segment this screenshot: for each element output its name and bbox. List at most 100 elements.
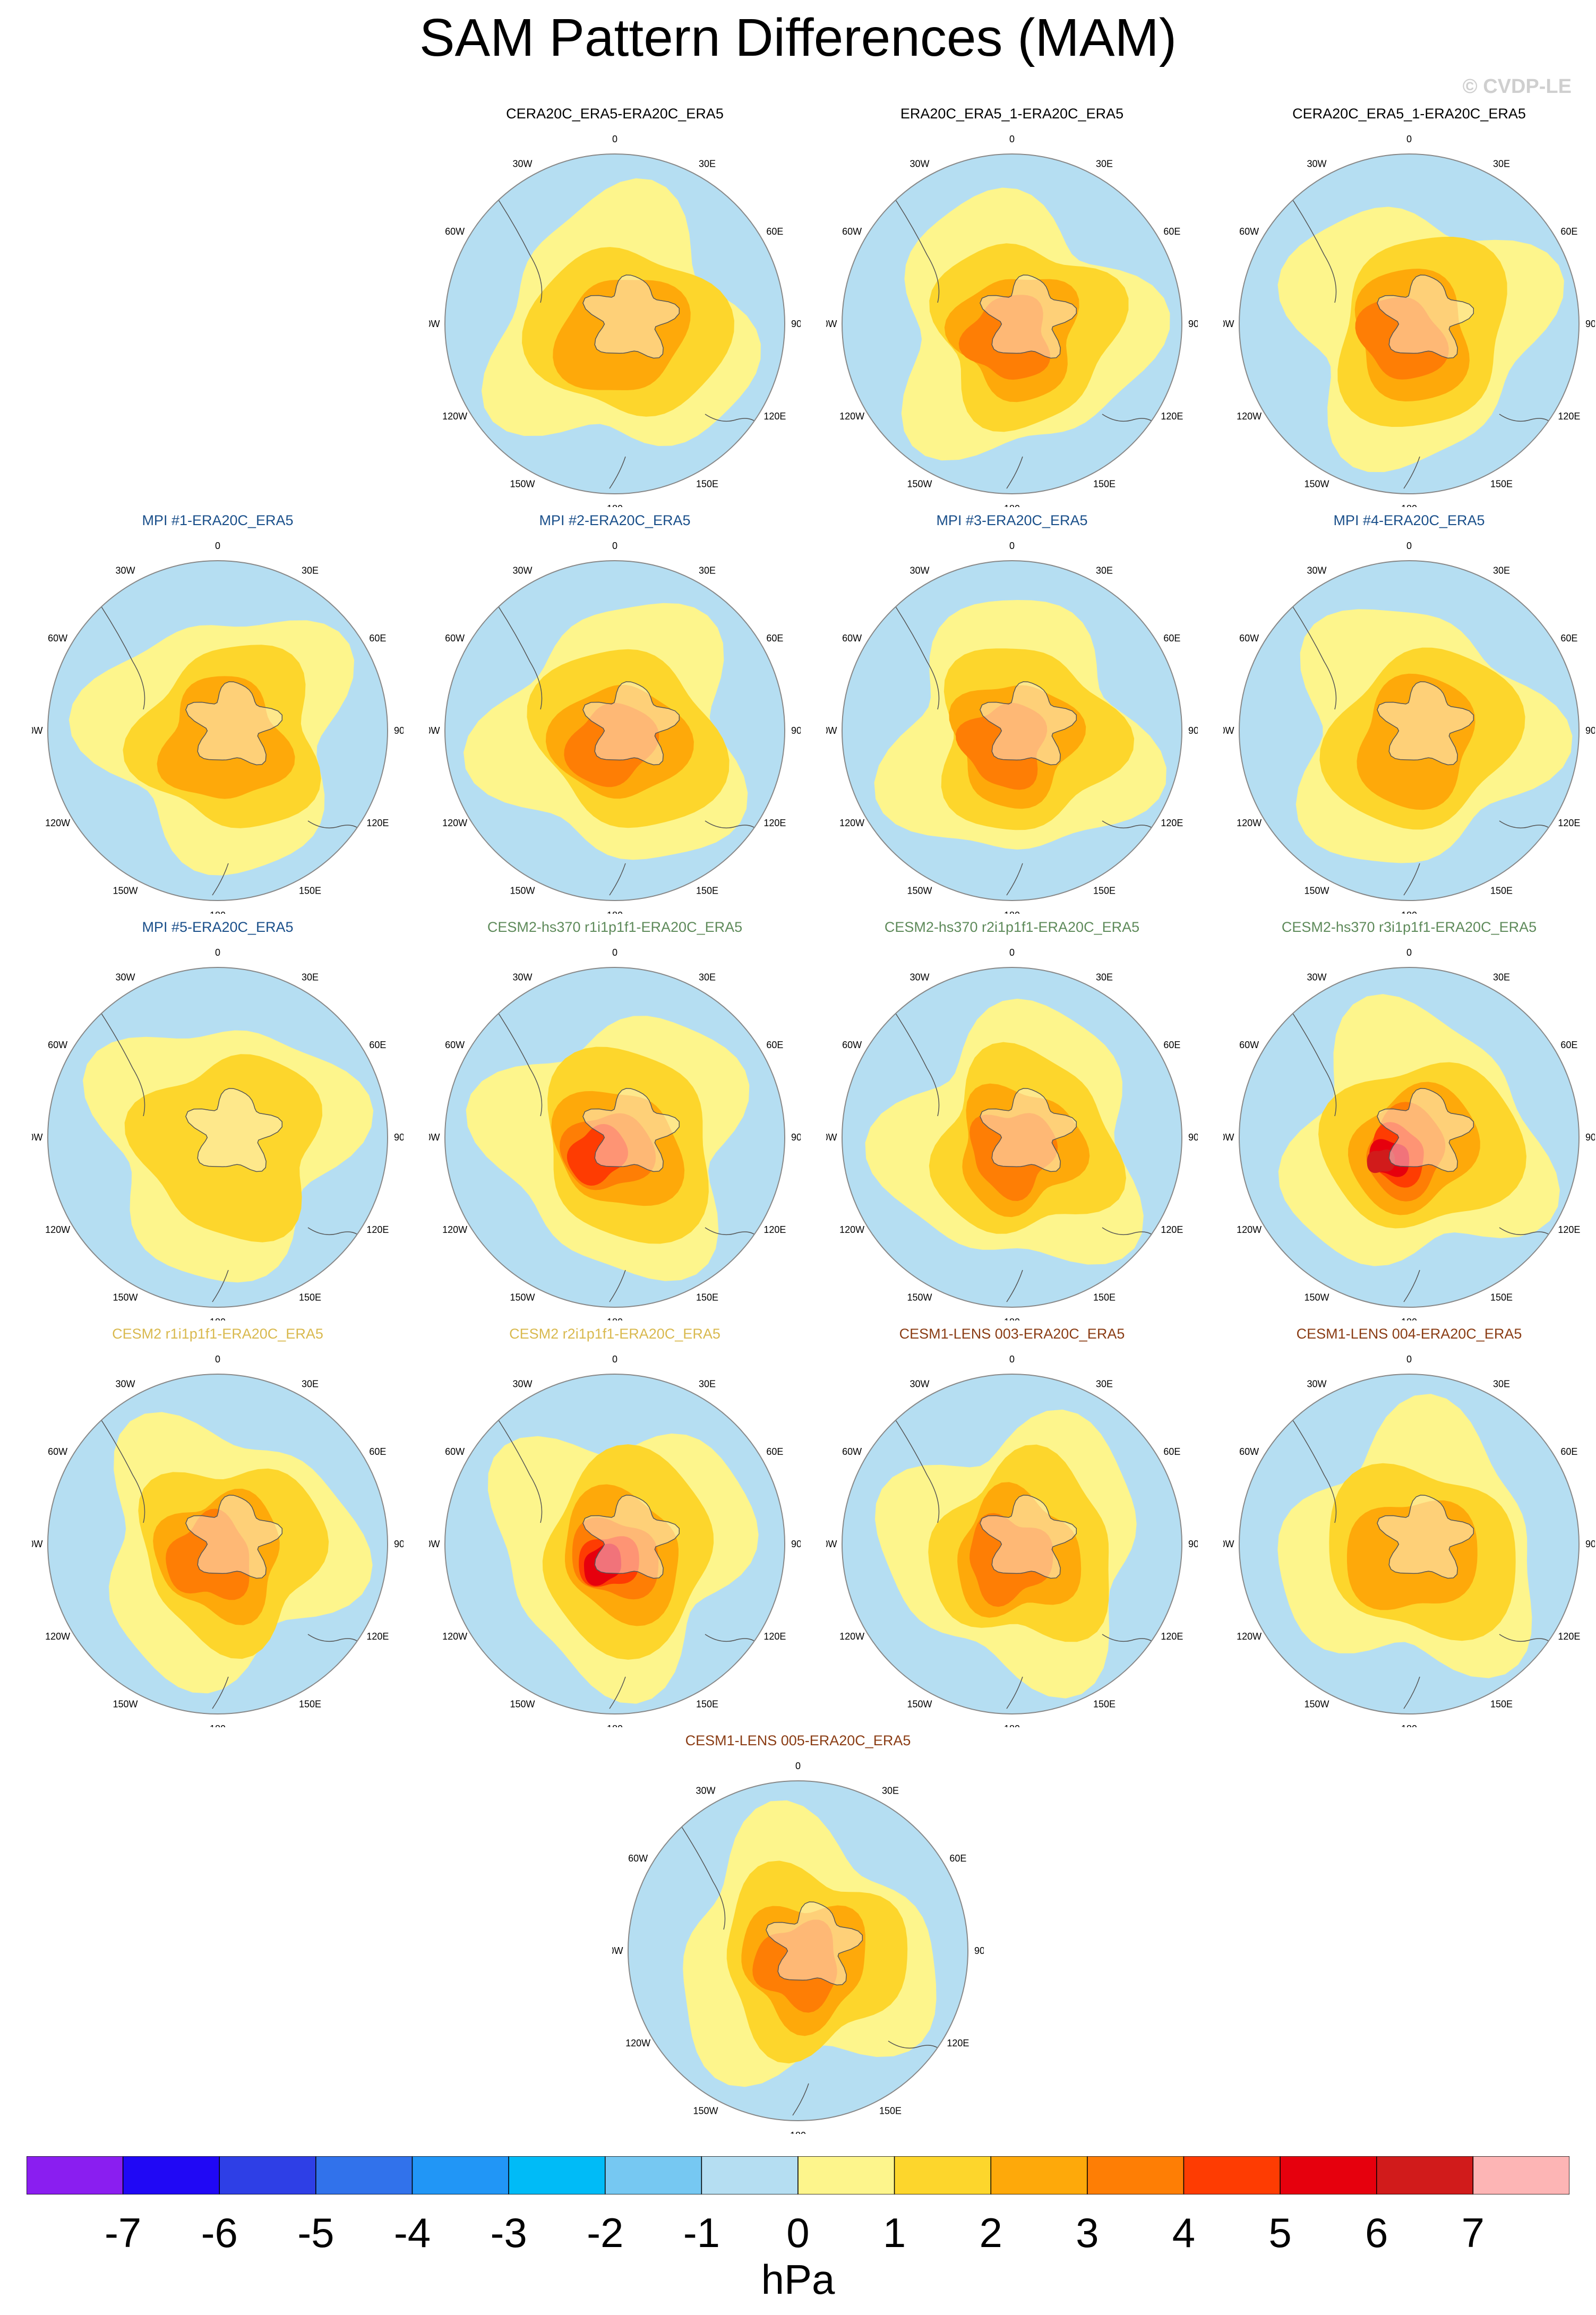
contour-level-1 bbox=[124, 1054, 323, 1242]
longitude-label: 60W bbox=[842, 226, 862, 237]
longitude-label: 30W bbox=[1307, 972, 1326, 983]
longitude-label: 30W bbox=[115, 1379, 135, 1390]
polar-stereographic-map: 0 30E 60E 90E 120E 150E 180 150W 120W 90W 60W 30W bbox=[1223, 1354, 1595, 1727]
colorbar-segment bbox=[1472, 2156, 1569, 2194]
map-boundary bbox=[842, 1374, 1182, 1714]
longitude-label: 30E bbox=[1096, 159, 1113, 169]
polar-stereographic-map: 0 30E 60E 90E 120E 150E 180 150W 120W 90W 60W 30W bbox=[612, 1761, 984, 2134]
longitude-label: 150E bbox=[879, 2105, 902, 2116]
longitude-label: 60E bbox=[1163, 226, 1180, 237]
map-panel: MPI #2-ERA20C_ERA5 0 30E 60E 90E 120E 150E 180 1… bbox=[429, 508, 801, 914]
longitude-label: 120E bbox=[1161, 1224, 1183, 1235]
polar-stereographic-map: 0 30E 60E 90E 120E 150E 180 150W 120W 90W 60W 30W bbox=[826, 134, 1198, 507]
longitude-label: 120E bbox=[1161, 818, 1183, 828]
map-panel: CESM1-LENS 004-ERA20C_ERA5 0 30E 60E 90E 120E… bbox=[1223, 1321, 1595, 1727]
longitude-label: 120W bbox=[839, 818, 864, 828]
map-boundary bbox=[628, 1780, 968, 2121]
polar-stereographic-map: 0 30E 60E 90E 120E 150E 180 150W 120W 90W 60W 30W bbox=[826, 541, 1198, 914]
map-boundary bbox=[842, 967, 1182, 1308]
south-america-coastline bbox=[889, 1004, 940, 1117]
map-panel: MPI #1-ERA20C_ERA5 0 30E 60E 90E 120E 150E 180 1… bbox=[32, 508, 404, 914]
polar-stereographic-map: 0 30E 60E 90E 120E 150E 180 150W 120W 90W 60W 30W bbox=[1223, 541, 1595, 914]
polar-stereographic-map: 0 30E 60E 90E 120E 150E 180 150W 120W 90W 60W 30W bbox=[826, 1354, 1198, 1727]
contour-level-3 bbox=[969, 1113, 1058, 1201]
colorbar-tick-label: -1 bbox=[683, 2209, 720, 2256]
longitude-label: 90W bbox=[429, 1132, 440, 1143]
polar-stereographic-map: 0 30E 60E 90E 120E 150E 180 150W 120W 90W 60W 30W bbox=[429, 1354, 801, 1727]
longitude-label: 90W bbox=[32, 725, 43, 736]
south-america-coastline bbox=[95, 1004, 145, 1117]
antarctica-coastline bbox=[582, 1088, 680, 1172]
longitude-label: 90E bbox=[394, 725, 404, 736]
polar-stereographic-map: 0 30E 60E 90E 120E 150E 180 150W 120W 90W 60W 30W bbox=[429, 541, 801, 914]
longitude-label: 120E bbox=[1558, 411, 1580, 422]
longitude-label: 60W bbox=[48, 633, 67, 644]
contour-level-6 bbox=[1367, 1149, 1395, 1173]
panel-title: MPI #2-ERA20C_ERA5 bbox=[539, 512, 691, 528]
longitude-label: 60E bbox=[949, 1853, 966, 1864]
colorbar-segment bbox=[1087, 2156, 1185, 2194]
map-panel: CESM2-hs370 r3i1p1f1-ERA20C_ERA5 0 30E 60E 9… bbox=[1223, 914, 1595, 1321]
longitude-label: 30W bbox=[512, 1379, 532, 1390]
longitude-label: 0 bbox=[215, 541, 220, 551]
longitude-label: 60W bbox=[842, 633, 862, 644]
longitude-label: 150W bbox=[1304, 1292, 1329, 1302]
longitude-label: 90E bbox=[791, 725, 801, 736]
longitude-label: 30E bbox=[1493, 972, 1510, 983]
colorbar bbox=[27, 2156, 1569, 2194]
polar-stereographic-map: 0 30E 60E 90E 120E 150E 180 150W 120W 90W 60W 30W bbox=[32, 947, 404, 1321]
longitude-label: 90W bbox=[1223, 1132, 1234, 1143]
south-america-coastline bbox=[889, 597, 940, 710]
longitude-label: 90E bbox=[1188, 725, 1198, 736]
longitude-label: 150E bbox=[696, 1292, 718, 1302]
longitude-label: 60E bbox=[369, 633, 386, 644]
longitude-label: 90W bbox=[1223, 725, 1234, 736]
antarctica-coastline bbox=[185, 1495, 283, 1579]
contour-level-3 bbox=[969, 1513, 1053, 1607]
map-boundary bbox=[842, 560, 1182, 901]
contour-level-4 bbox=[567, 1124, 628, 1186]
south-america-coastline bbox=[95, 1411, 145, 1523]
longitude-label: 180 bbox=[210, 1317, 226, 1321]
longitude-label: 90W bbox=[1223, 1539, 1234, 1549]
longitude-label: 60E bbox=[1560, 633, 1577, 644]
longitude-label: 60W bbox=[445, 226, 465, 237]
longitude-label: 180 bbox=[1401, 503, 1417, 507]
panel-title: CERA20C_ERA5_1-ERA20C_ERA5 bbox=[1292, 106, 1526, 122]
longitude-label: 90W bbox=[1223, 319, 1234, 329]
colorbar-tick-label: -7 bbox=[104, 2209, 142, 2256]
longitude-label: 30E bbox=[302, 565, 319, 576]
longitude-label: 90E bbox=[1585, 725, 1595, 736]
longitude-label: 120E bbox=[366, 1631, 389, 1642]
contour-level-5 bbox=[584, 1544, 622, 1586]
colorbar-segment bbox=[990, 2156, 1088, 2194]
contour-level-3 bbox=[958, 295, 1051, 380]
longitude-label: 30W bbox=[909, 159, 929, 169]
longitude-label: 0 bbox=[215, 947, 220, 958]
panel-title: CESM2-hs370 r2i1p1f1-ERA20C_ERA5 bbox=[884, 919, 1140, 935]
longitude-label: 150E bbox=[696, 885, 718, 896]
colorbar-tick-label: 1 bbox=[882, 2209, 906, 2256]
longitude-label: 180 bbox=[1004, 1724, 1020, 1727]
longitude-label: 30E bbox=[1096, 565, 1113, 576]
longitude-label: 90E bbox=[394, 1132, 404, 1143]
map-panel: CESM2 r2i1p1f1-ERA20C_ERA5 0 30E 60E 90E 120E… bbox=[429, 1321, 801, 1727]
colorbar-tick-label: -5 bbox=[297, 2209, 334, 2256]
map-panel: CERA20C_ERA5-ERA20C_ERA5 0 30E 60E 90E 120E 15… bbox=[429, 101, 801, 507]
longitude-label: 90E bbox=[974, 1945, 984, 1956]
map-boundary bbox=[1239, 560, 1580, 901]
map-boundary bbox=[47, 560, 388, 901]
longitude-label: 180 bbox=[607, 503, 623, 507]
longitude-label: 90W bbox=[429, 1539, 440, 1549]
longitude-label: 30E bbox=[1096, 972, 1113, 983]
longitude-label: 150W bbox=[510, 1699, 535, 1709]
longitude-label: 150W bbox=[693, 2105, 718, 2116]
longitude-label: 60W bbox=[445, 633, 465, 644]
colorbar-tick-label: -3 bbox=[490, 2209, 527, 2256]
longitude-label: 120E bbox=[763, 411, 786, 422]
longitude-label: 120E bbox=[366, 1224, 389, 1235]
longitude-label: 90E bbox=[1188, 319, 1198, 329]
map-panel: MPI #4-ERA20C_ERA5 0 30E 60E 90E 120E 150E 180 1… bbox=[1223, 508, 1595, 914]
antarctica-coastline bbox=[1377, 275, 1474, 359]
map-panel: MPI #3-ERA20C_ERA5 0 30E 60E 90E 120E 150E 180 1… bbox=[826, 508, 1198, 914]
